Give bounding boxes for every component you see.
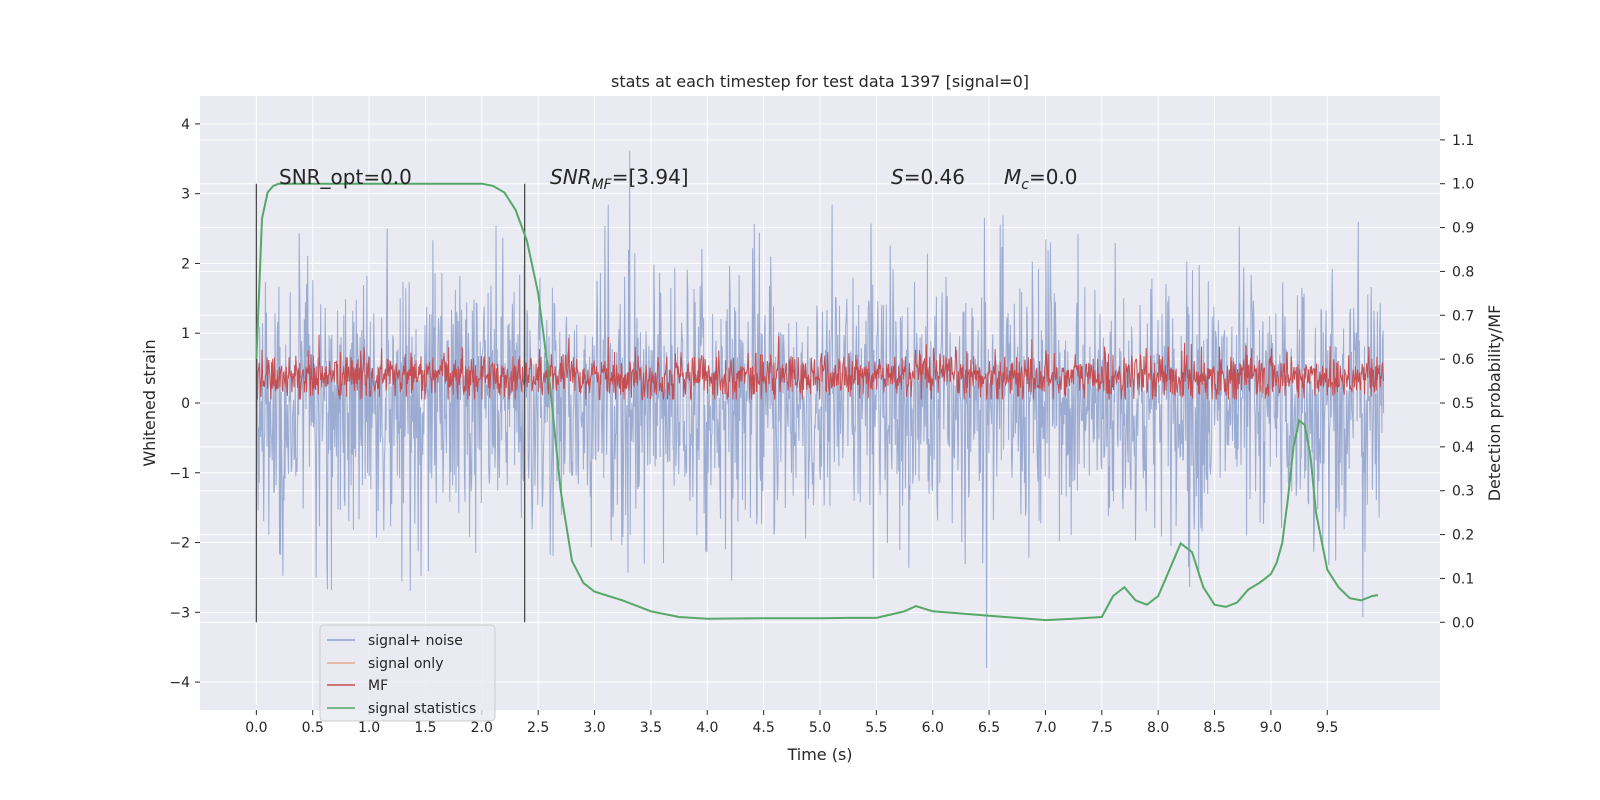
x-axis-ticks: 0.0 0.5 1.0 1.5 2.0 2.5 3.0 3.5 4.0 4.5 5.0 5.5 6.0 6… [245, 710, 1338, 736]
x-tick-label: 2.0 [471, 720, 493, 736]
legend-label-mf: MF [368, 678, 388, 694]
y2-tick-label: 1.0 [1452, 177, 1474, 193]
signal-noise-line [255, 150, 1385, 669]
y2-tick-label: 0.0 [1452, 615, 1474, 631]
x-tick-label: 7.5 [1091, 720, 1113, 736]
x-tick-label: 6.0 [922, 720, 944, 736]
legend-label-signal-noise: signal+ noise [368, 633, 463, 649]
y-tick-label: 4 [181, 117, 190, 133]
y2-tick-label: 0.3 [1452, 484, 1474, 500]
annotation-snr-mf-value: =[3.94] [612, 165, 689, 189]
legend-box [319, 624, 496, 722]
x-tick-label: 5.0 [809, 720, 831, 736]
y2-tick-label: 0.4 [1452, 440, 1474, 456]
y-tick-label: 0 [181, 396, 190, 412]
x-tick-label: 1.5 [414, 720, 436, 736]
y-tick-label: 2 [181, 256, 190, 272]
x-tick-label: 5.5 [865, 720, 887, 736]
annotation-s-value: =0.46 [904, 165, 965, 189]
vertical-markers [255, 183, 526, 623]
legend: signal+ noise signal only MF signal stat… [319, 624, 496, 722]
y-tick-label: −1 [169, 466, 190, 482]
legend-label-signal-statistics: signal statistics [368, 701, 476, 717]
annotation-snr-opt: SNR_opt=0.0 [279, 165, 412, 189]
x-tick-label: 8.5 [1203, 720, 1225, 736]
y2-tick-label: 0.7 [1452, 308, 1474, 324]
annotation-mc-sub: c [1021, 177, 1029, 193]
x-tick-label: 0.5 [302, 720, 324, 736]
signal-statistics-series [255, 182, 1379, 622]
annotation-mc-value: =0.0 [1029, 165, 1078, 189]
y2-axis-ticks: 1.1 1.0 0.9 0.8 0.7 0.6 0.5 0.4 0.3 0.2 0.1 0.0 [1440, 133, 1474, 631]
x-tick-label: 8.0 [1147, 720, 1169, 736]
x-tick-label: 6.5 [978, 720, 1000, 736]
y-tick-label: −4 [169, 675, 190, 691]
annotation-mc: Mc=0.0 [1004, 165, 1078, 193]
y2-tick-label: 0.1 [1452, 571, 1474, 587]
y2-tick-label: 0.6 [1452, 352, 1474, 368]
x-tick-label: 3.5 [640, 720, 662, 736]
chart-title: stats at each timestep for test data 139… [611, 72, 1029, 91]
annotation-mc-main: M [1004, 165, 1021, 189]
x-tick-label: 4.0 [696, 720, 718, 736]
y2-axis-label: Detection probability/MF [1485, 305, 1504, 502]
x-axis-label: Time (s) [786, 745, 852, 764]
x-tick-label: 4.5 [753, 720, 775, 736]
y-tick-label: −3 [169, 605, 190, 621]
y-tick-label: 3 [181, 187, 190, 203]
x-tick-label: 2.5 [527, 720, 549, 736]
x-tick-label: 1.0 [358, 720, 380, 736]
y-axis-label: Whitened strain [140, 339, 159, 466]
y-tick-label: −2 [169, 536, 190, 552]
y2-tick-label: 0.9 [1452, 221, 1474, 237]
signal-statistics-line [255, 182, 1379, 622]
annotation-snr-mf: SNRMF=[3.94] [550, 165, 689, 193]
y-tick-label: 1 [181, 326, 190, 342]
x-tick-label: 0.0 [245, 720, 267, 736]
annotation-s: S=0.46 [891, 165, 965, 189]
annotation-s-main: S [891, 165, 904, 189]
mf-line [255, 334, 1385, 401]
mf-series [255, 334, 1385, 401]
y-axis-ticks: 4 3 2 1 0 −1 −2 −3 −4 [169, 117, 200, 691]
annotation-snr-mf-sub: MF [592, 177, 613, 193]
x-tick-label: 3.0 [583, 720, 605, 736]
annotation-snr-mf-main: SNR [550, 165, 592, 189]
legend-label-signal-only: signal only [368, 656, 443, 672]
x-tick-label: 7.0 [1034, 720, 1056, 736]
y2-tick-label: 0.2 [1452, 528, 1474, 544]
y2-tick-label: 1.1 [1452, 133, 1474, 149]
y2-tick-label: 0.8 [1452, 264, 1474, 280]
signal-noise-series [255, 150, 1385, 669]
x-tick-label: 9.5 [1316, 720, 1338, 736]
x-tick-label: 9.0 [1260, 720, 1282, 736]
y2-tick-label: 0.5 [1452, 396, 1474, 412]
